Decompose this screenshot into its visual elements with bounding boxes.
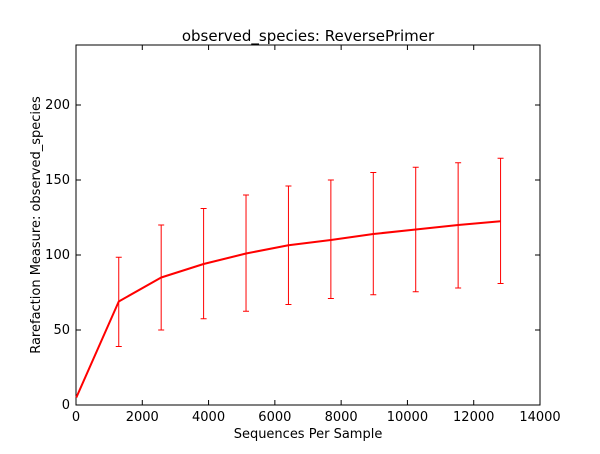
x-tick-label: 10000 bbox=[387, 410, 428, 425]
y-tick-label: 0 bbox=[62, 398, 70, 413]
y-tick-label: 150 bbox=[45, 173, 70, 188]
x-axis-label: Sequences Per Sample bbox=[234, 427, 383, 442]
series-line bbox=[75, 220, 501, 398]
plot-frame bbox=[75, 44, 541, 406]
x-tick-label: 4000 bbox=[192, 410, 225, 425]
y-tick-label: 200 bbox=[45, 98, 70, 113]
x-tick-label: 8000 bbox=[325, 410, 358, 425]
plot-area: 0 2000 4000 6000 8000 10000 12000 14000 0 50 100 15… bbox=[45, 44, 561, 425]
x-tick-label: 14000 bbox=[519, 410, 560, 425]
y-tick-label: 100 bbox=[45, 248, 70, 263]
x-tick-label: 6000 bbox=[258, 410, 291, 425]
x-tick-label: 2000 bbox=[126, 410, 159, 425]
x-tick-label: 0 bbox=[72, 410, 80, 425]
y-axis-label: Rarefaction Measure: observed_species bbox=[29, 96, 44, 354]
y-tick-label: 50 bbox=[53, 323, 70, 338]
chart-title: observed_species: ReversePrimer bbox=[182, 27, 435, 46]
x-tick-label: 12000 bbox=[453, 410, 494, 425]
